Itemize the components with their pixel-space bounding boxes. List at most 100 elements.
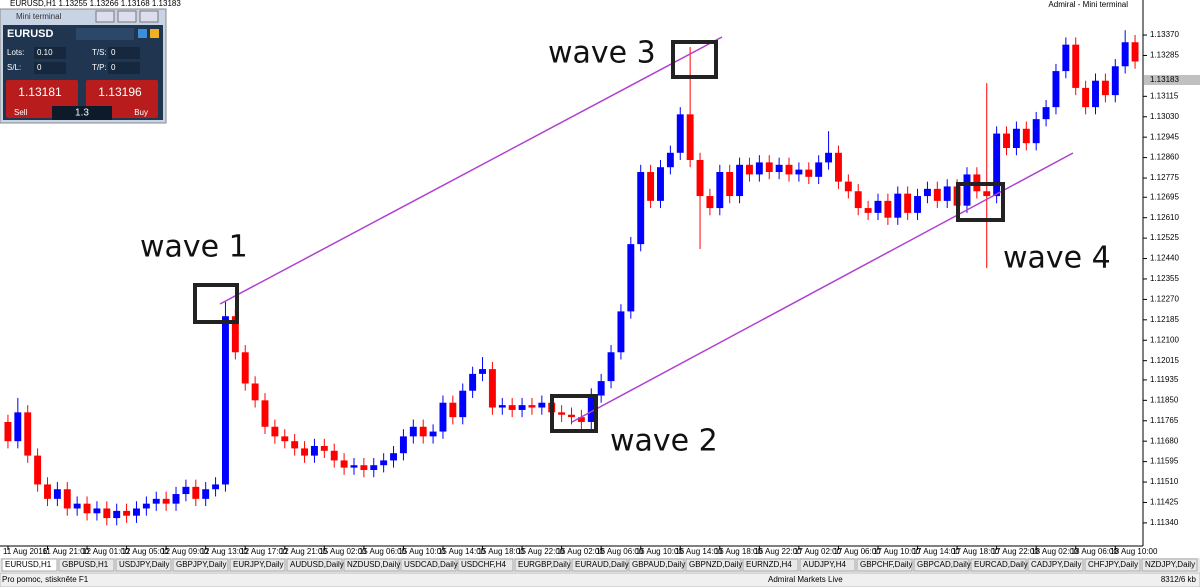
candle-body [4, 421, 12, 442]
ts-value: 0 [111, 48, 116, 57]
candle-body [963, 174, 971, 206]
x-tick-label: 17 Aug 06:00 [833, 547, 881, 556]
x-tick-label: 12 Aug 21:00 [280, 547, 328, 556]
candle-body [834, 152, 842, 182]
tab[interactable] [229, 558, 286, 572]
tab[interactable] [172, 558, 229, 572]
candle-body [83, 503, 91, 514]
sl-input[interactable] [34, 62, 66, 74]
tp-input[interactable] [108, 62, 140, 74]
y-tick-label: 1.11595 [1150, 457, 1179, 466]
x-tick-label: 16 Aug 14:00 [675, 547, 723, 556]
candle-body [73, 503, 81, 509]
y-tick-label: 1.12610 [1150, 213, 1179, 222]
symbol-input[interactable] [76, 28, 134, 40]
tab[interactable] [457, 558, 514, 572]
tab[interactable] [799, 558, 856, 572]
y-tick-label: 1.11680 [1150, 436, 1179, 445]
candle-body [983, 191, 991, 197]
candle-body [1101, 80, 1109, 96]
tab[interactable] [115, 558, 172, 572]
settings-icon[interactable] [138, 29, 147, 38]
tab[interactable] [514, 558, 571, 572]
tab[interactable] [913, 558, 970, 572]
tab-label: GBPUSD,H1 [62, 560, 109, 569]
mini-terminal: Mini terminal EURUSD Lots: 0.10 T/S: 0 S… [0, 8, 167, 124]
buy-price: 1.13196 [98, 85, 142, 99]
tab[interactable] [1027, 558, 1084, 572]
candle-body [330, 450, 338, 461]
candle-body [399, 436, 407, 454]
candle-body [439, 402, 447, 432]
candle-body [1131, 42, 1139, 62]
candle-body [795, 169, 803, 175]
tab[interactable] [1084, 558, 1141, 572]
tab-label: EURGBP,Daily [518, 560, 571, 569]
y-tick-label: 1.13030 [1150, 112, 1179, 121]
tab[interactable] [286, 558, 343, 572]
candle-body [261, 400, 269, 427]
candle-body [1052, 71, 1060, 108]
tab[interactable] [1141, 558, 1198, 572]
minimize-button[interactable] [95, 10, 115, 23]
candle-body [558, 412, 566, 415]
y-tick-label: 1.12100 [1150, 335, 1179, 344]
x-tick-label: 12 Aug 05:00 [122, 547, 170, 556]
candle-body [993, 133, 1001, 197]
info-icon[interactable] [150, 29, 159, 38]
x-tick-label: 17 Aug 14:00 [913, 547, 961, 556]
tab[interactable] [856, 558, 913, 572]
candle-body [755, 162, 763, 175]
tab-label: GBPCHF,Daily [860, 560, 912, 569]
tab-label: EURUSD,H1 [5, 560, 52, 569]
ts-input[interactable] [108, 47, 140, 59]
tab-label: GBPAUD,Daily [632, 560, 685, 569]
x-tick-label: 17 Aug 18:00 [952, 547, 1000, 556]
x-tick-label: 12 Aug 09:00 [161, 547, 209, 556]
x-tick-label: 12 Aug 01:00 [82, 547, 130, 556]
tab[interactable] [400, 558, 457, 572]
tab-label: USDCAD,Daily [404, 560, 458, 569]
candle-body [172, 494, 180, 504]
candle-body [864, 208, 872, 213]
tab[interactable] [571, 558, 628, 572]
candle-body [291, 441, 299, 449]
candle-body [14, 412, 22, 442]
tab[interactable] [58, 558, 115, 572]
tab[interactable] [685, 558, 742, 572]
candle-body [1012, 128, 1020, 148]
candle-body [202, 489, 210, 499]
candle-body [676, 114, 684, 153]
maximize-button[interactable] [117, 10, 137, 23]
candle-body [577, 417, 585, 422]
tab-label: GBPNZD,Daily [689, 560, 742, 569]
candle-body [449, 402, 457, 418]
candle-body [380, 460, 388, 466]
volume-input[interactable] [52, 106, 112, 120]
candle-body [1042, 107, 1050, 120]
candle-body [884, 200, 892, 218]
tab-label: EURCAD,Daily [974, 560, 1028, 569]
x-tick-label: 16 Aug 06:00 [596, 547, 644, 556]
candle-body [281, 436, 289, 442]
candle-body [340, 460, 348, 468]
candle-body [63, 489, 71, 509]
candle-body [459, 390, 467, 418]
y-tick-label: 1.12945 [1150, 132, 1179, 141]
tab[interactable] [742, 558, 799, 572]
lots-input[interactable] [34, 47, 66, 59]
tab[interactable] [343, 558, 400, 572]
candle-body [805, 169, 813, 177]
wave-box [550, 394, 598, 433]
candle-body [726, 172, 734, 197]
close-button[interactable] [139, 10, 159, 23]
candle-body [419, 426, 427, 437]
tab[interactable] [1, 558, 58, 572]
candle-body [765, 162, 773, 173]
x-tick-label: 16 Aug 18:00 [715, 547, 763, 556]
candle-body [666, 152, 674, 168]
y-tick-label: 1.11510 [1150, 477, 1179, 486]
tab[interactable] [628, 558, 685, 572]
x-tick-label: 18 Aug 06:00 [1071, 547, 1119, 556]
tab[interactable] [970, 558, 1027, 572]
